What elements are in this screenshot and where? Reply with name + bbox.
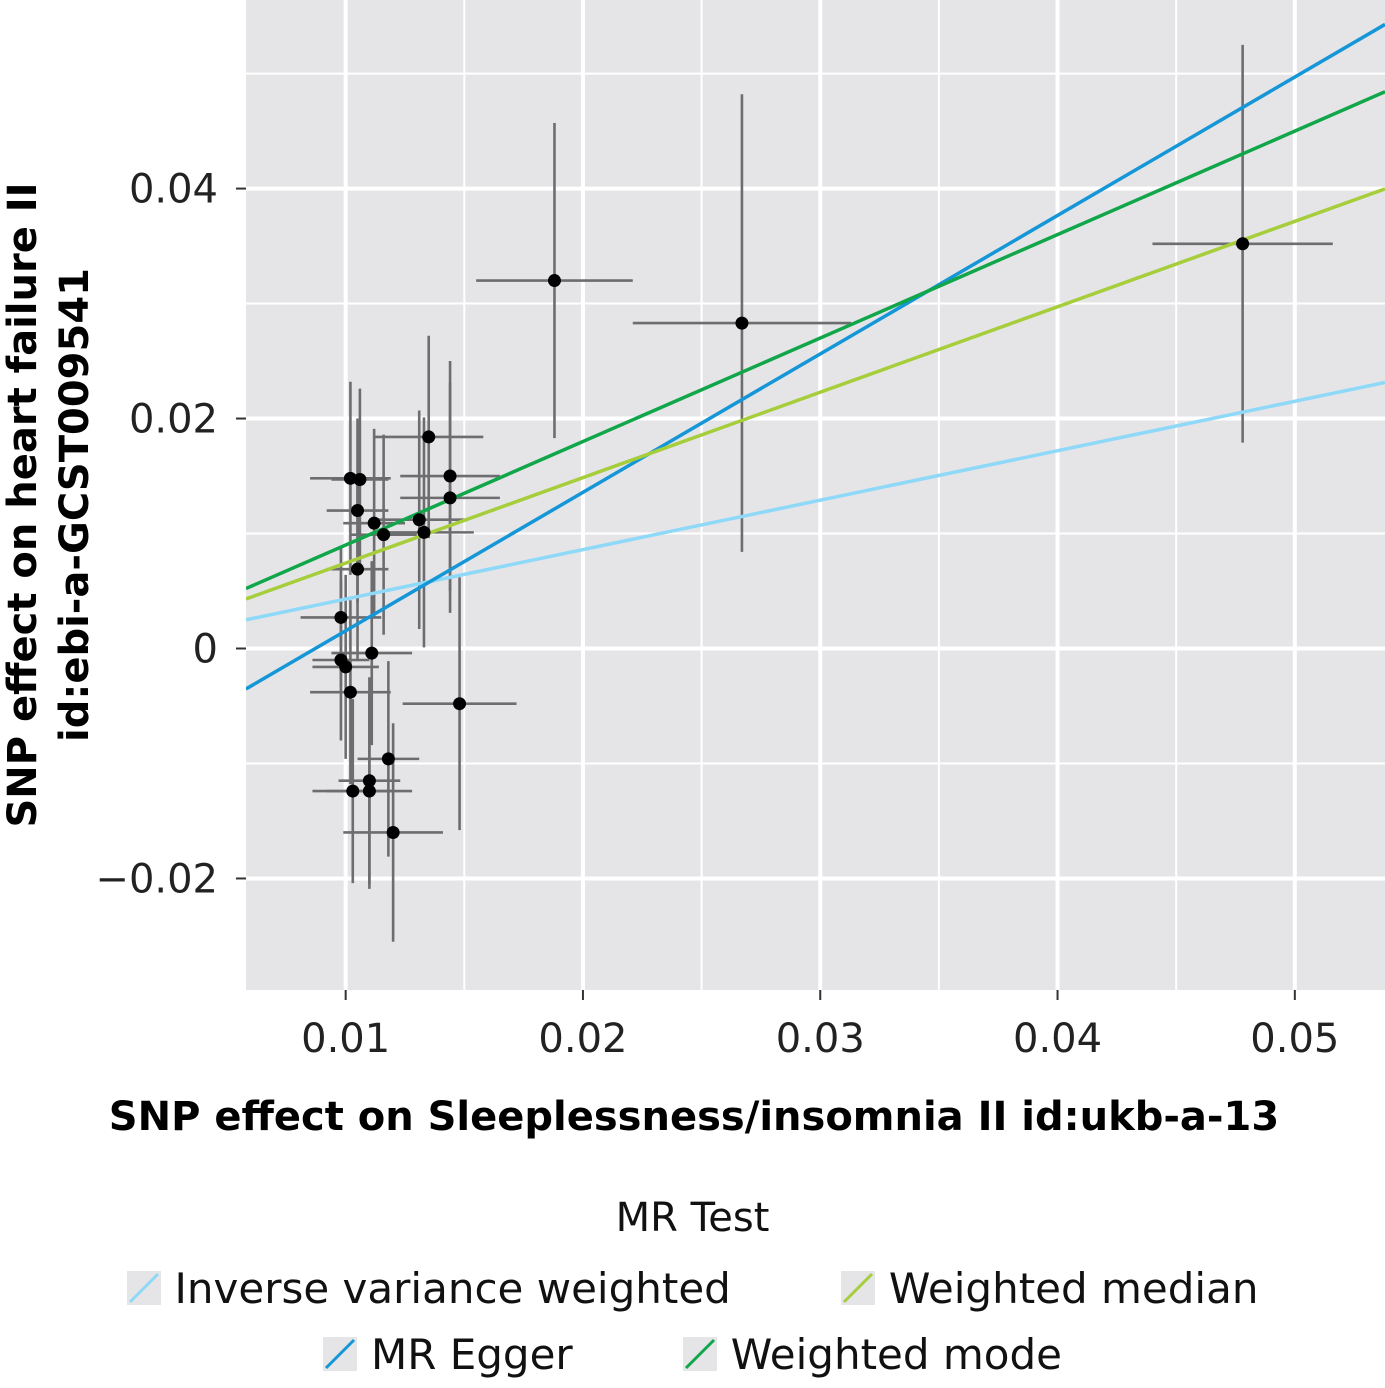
data-point xyxy=(547,274,561,288)
data-point xyxy=(453,697,467,711)
legend-label-weighted-median: Weighted median xyxy=(888,1263,1259,1313)
y-axis-ticks: −0.02 0 0.02 0.04 xyxy=(95,167,246,902)
legend-row-2: MR Egger Weighted mode xyxy=(0,1321,1385,1387)
data-point xyxy=(362,774,376,788)
legend-title: MR Test xyxy=(615,1195,770,1241)
legend-item-weighted-median[interactable]: Weighted median xyxy=(840,1263,1259,1313)
data-point xyxy=(412,513,426,527)
y-tick-label: 0 xyxy=(193,627,218,673)
legend-key-mr-egger-icon xyxy=(322,1337,357,1371)
legend-item-mr-egger[interactable]: MR Egger xyxy=(322,1329,573,1379)
y-axis-title-line-1: SNP effect on heart failure II xyxy=(0,182,46,827)
legend-item-ivw[interactable]: Inverse variance weighted xyxy=(126,1263,731,1313)
x-tick-label: 0.04 xyxy=(1013,1016,1102,1062)
x-tick-label: 0.01 xyxy=(301,1016,390,1062)
legend-key-weighted-mode-icon xyxy=(682,1337,717,1371)
data-point xyxy=(381,752,395,766)
legend-key-ivw-icon xyxy=(126,1271,161,1305)
legend-label-weighted-mode: Weighted mode xyxy=(730,1329,1063,1379)
mr-scatter-chart: 0.01 0.02 0.03 0.04 0.05 −0.02 0 0.02 0.04 SNP … xyxy=(0,0,1385,1140)
x-axis-title: SNP effect on Sleeplessness/insomnia II … xyxy=(109,1094,1279,1140)
data-point xyxy=(735,316,749,330)
data-points xyxy=(334,237,1250,839)
x-tick-label: 0.02 xyxy=(538,1016,627,1062)
data-point xyxy=(343,471,357,485)
data-point xyxy=(353,472,367,486)
x-tick-label: 0.05 xyxy=(1250,1016,1339,1062)
data-point xyxy=(346,784,360,798)
regression-line-weighted-mode xyxy=(246,90,1385,591)
y-tick-label: 0.02 xyxy=(129,397,218,443)
data-point xyxy=(362,784,376,798)
x-axis-ticks: 0.01 0.02 0.03 0.04 0.05 xyxy=(301,990,1339,1062)
data-point xyxy=(351,562,365,576)
data-point xyxy=(339,660,353,674)
data-point xyxy=(377,528,391,542)
data-point xyxy=(386,825,400,839)
y-tick-label: −0.02 xyxy=(95,856,218,902)
data-point xyxy=(1236,237,1250,251)
legend: MR Test Inverse variance weighted Weight… xyxy=(0,1195,1385,1387)
legend-label-mr-egger: MR Egger xyxy=(370,1329,573,1379)
y-axis-title-line-2: id:ebi-a-GCST009541 xyxy=(52,268,98,742)
legend-key-weighted-median-icon xyxy=(840,1271,875,1305)
grid-major xyxy=(246,0,1385,990)
legend-label-ivw: Inverse variance weighted xyxy=(174,1263,731,1313)
data-point xyxy=(443,469,457,483)
y-tick-label: 0.04 xyxy=(129,167,218,213)
data-point xyxy=(367,516,381,530)
data-point xyxy=(334,610,348,624)
data-point xyxy=(417,525,431,539)
regression-line-inverse-variance-weighted xyxy=(246,380,1385,622)
regression-line-mr-egger xyxy=(246,22,1385,691)
data-point xyxy=(422,430,436,444)
data-point xyxy=(351,504,365,518)
data-point xyxy=(365,646,379,660)
data-point xyxy=(443,491,457,505)
regression-line-weighted-median xyxy=(246,187,1385,601)
regression-lines xyxy=(246,22,1385,691)
plot-panel xyxy=(246,0,1385,990)
data-point xyxy=(343,685,357,699)
x-tick-label: 0.03 xyxy=(776,1016,865,1062)
legend-row-1: Inverse variance weighted Weighted media… xyxy=(0,1255,1385,1321)
legend-item-weighted-mode[interactable]: Weighted mode xyxy=(682,1329,1063,1379)
